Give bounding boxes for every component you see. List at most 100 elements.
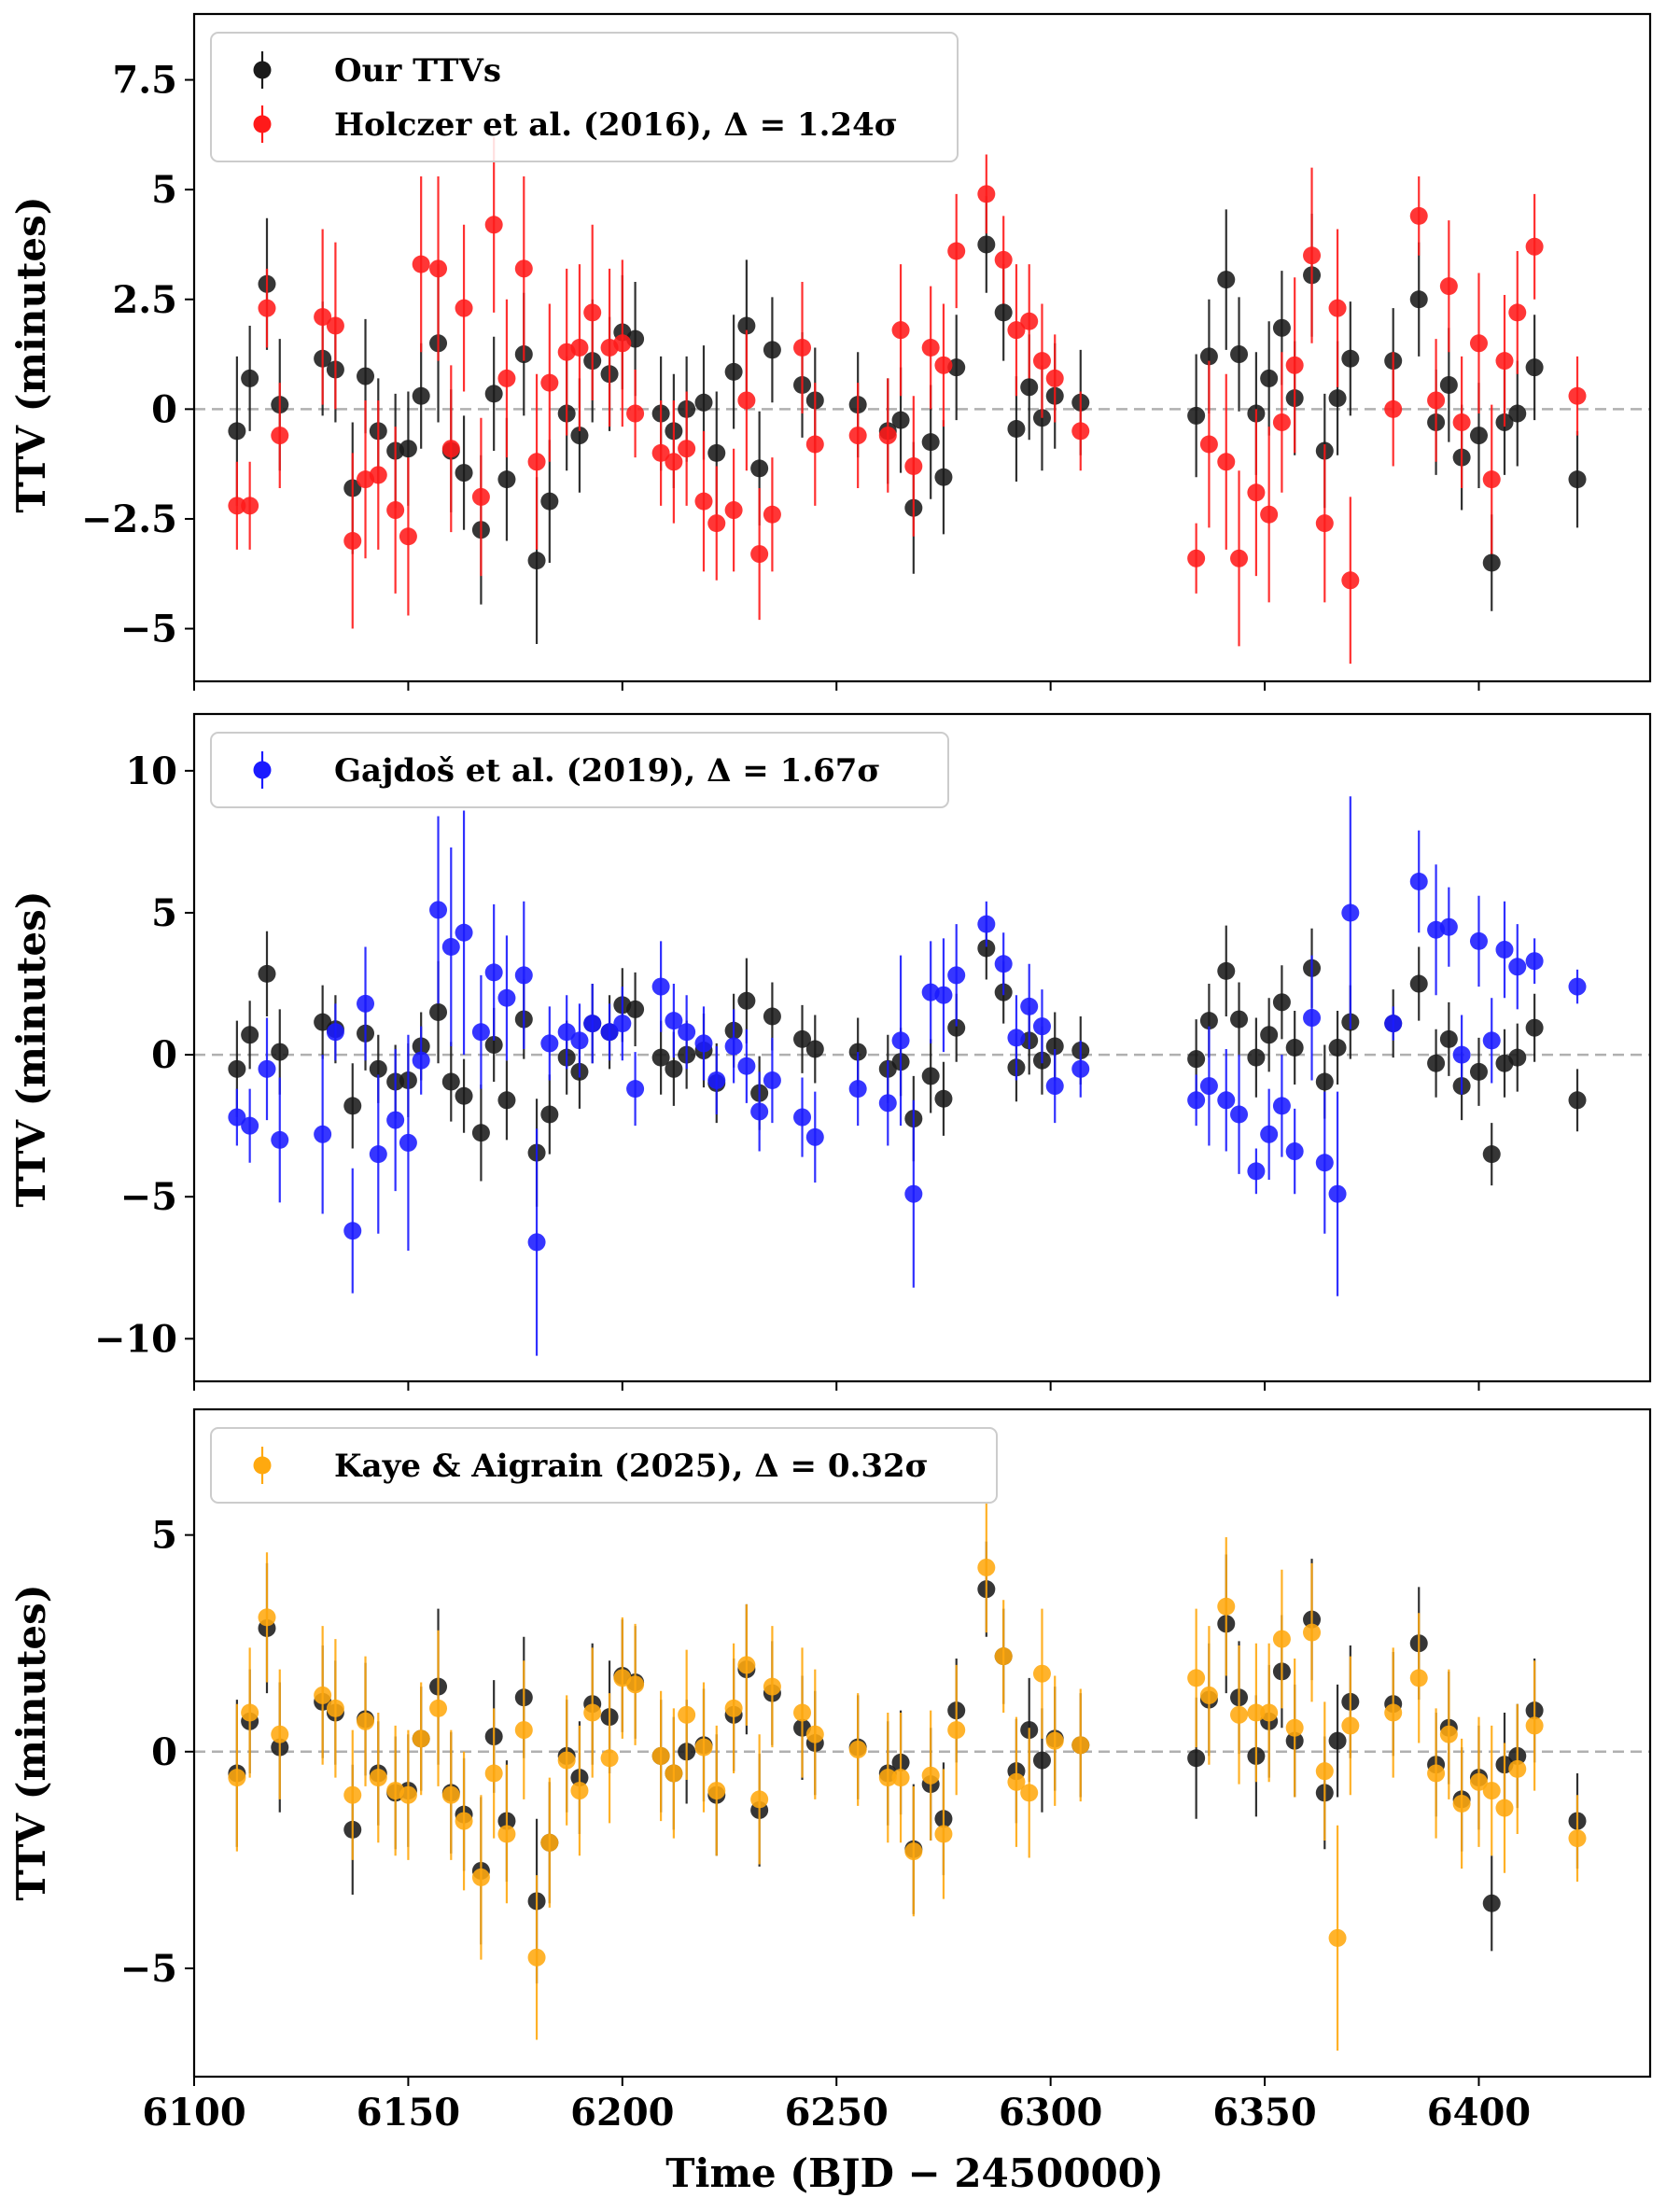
data-point <box>514 259 533 278</box>
data-point <box>314 1686 332 1704</box>
data-point <box>1071 1059 1090 1078</box>
data-point <box>793 1703 812 1722</box>
y-axis-label-bottom: TTV (minutes) <box>8 1584 54 1900</box>
data-point <box>412 386 430 405</box>
data-point <box>1260 1703 1279 1722</box>
data-point <box>707 514 726 533</box>
data-point <box>441 937 460 956</box>
data-point <box>947 966 966 985</box>
data-point <box>878 1769 897 1787</box>
y-tick-label: −5 <box>120 1947 177 1991</box>
data-point <box>1315 1154 1334 1172</box>
data-point <box>724 1699 743 1717</box>
data-point <box>1508 1759 1527 1778</box>
data-point <box>613 1015 632 1033</box>
data-point <box>904 1842 923 1861</box>
data-point <box>540 1105 559 1124</box>
data-point <box>1045 1731 1064 1750</box>
data-point <box>1508 958 1527 976</box>
data-point <box>455 299 473 317</box>
data-point <box>527 1948 546 1967</box>
data-point <box>878 427 897 445</box>
data-point <box>1199 1686 1218 1704</box>
data-point <box>441 1072 460 1091</box>
data-point <box>429 1002 448 1021</box>
data-point <box>1007 1772 1026 1791</box>
data-point <box>665 453 683 471</box>
x-tick-label: 6100 <box>142 2091 245 2135</box>
data-point <box>241 369 259 387</box>
data-point <box>369 1145 387 1164</box>
data-point <box>805 1040 824 1058</box>
data-point <box>1199 1077 1218 1096</box>
data-point <box>934 1825 953 1843</box>
data-point <box>848 1740 867 1758</box>
data-point <box>947 1018 966 1037</box>
data-point <box>1199 347 1218 366</box>
data-point <box>805 1725 824 1743</box>
data-point <box>1409 1669 1428 1687</box>
data-point <box>412 255 430 273</box>
data-point <box>1315 514 1334 533</box>
data-point <box>1272 318 1291 337</box>
data-point <box>651 443 670 462</box>
legend-marker <box>253 1456 272 1475</box>
data-point <box>750 545 769 564</box>
legend-label: Kaye & Aigrain (2025), Δ = 0.32σ <box>334 1448 929 1485</box>
data-point <box>484 216 503 234</box>
data-point <box>724 362 743 381</box>
data-point <box>557 1751 576 1770</box>
data-point <box>1217 271 1236 289</box>
data-point <box>626 1080 645 1099</box>
data-point <box>1482 1145 1501 1164</box>
data-point <box>1260 1026 1279 1044</box>
data-point <box>904 1184 923 1203</box>
legend-label: Our TTVs <box>334 52 501 90</box>
data-point <box>271 1725 289 1743</box>
data-point <box>994 1647 1013 1666</box>
data-point <box>1315 1762 1334 1781</box>
data-point <box>471 1023 490 1042</box>
x-axis-label: Time (BJD − 2450000) <box>665 2150 1164 2196</box>
y-tick-label: −5 <box>120 608 177 651</box>
data-point <box>1508 404 1527 423</box>
data-point <box>805 1127 824 1146</box>
data-point <box>258 299 276 317</box>
data-point <box>665 1059 683 1078</box>
data-point <box>651 1048 670 1067</box>
series-holczer-et-al-2016- <box>228 136 1587 665</box>
data-point <box>1384 1703 1403 1722</box>
data-point <box>994 250 1013 269</box>
data-point <box>1439 917 1458 936</box>
data-point <box>665 1012 683 1030</box>
data-point <box>651 1746 670 1765</box>
data-point <box>399 527 417 546</box>
data-point <box>724 1037 743 1056</box>
data-point <box>977 1558 996 1576</box>
data-point <box>1247 1048 1266 1067</box>
data-point <box>1272 993 1291 1012</box>
data-point <box>583 1015 602 1033</box>
data-point <box>1469 1062 1488 1081</box>
data-point <box>1032 1751 1051 1770</box>
data-point <box>934 1089 953 1108</box>
data-point <box>1439 1725 1458 1743</box>
data-point <box>678 440 696 458</box>
data-point <box>570 339 589 357</box>
data-point <box>848 427 867 445</box>
data-point <box>471 1868 490 1886</box>
data-point <box>1469 1772 1488 1791</box>
data-point <box>1187 406 1206 425</box>
data-point <box>1285 1039 1304 1057</box>
data-point <box>429 1699 448 1717</box>
x-tick-label: 6250 <box>785 2091 889 2135</box>
legend: Kaye & Aigrain (2025), Δ = 0.32σ <box>210 1427 998 1504</box>
data-point <box>484 1764 503 1783</box>
data-point <box>1427 391 1446 410</box>
data-point <box>241 1116 259 1135</box>
y-tick-label: 5 <box>151 1514 177 1558</box>
data-point <box>1045 1077 1064 1096</box>
data-point <box>1384 399 1403 418</box>
data-point <box>626 404 645 423</box>
data-point <box>540 1833 559 1852</box>
